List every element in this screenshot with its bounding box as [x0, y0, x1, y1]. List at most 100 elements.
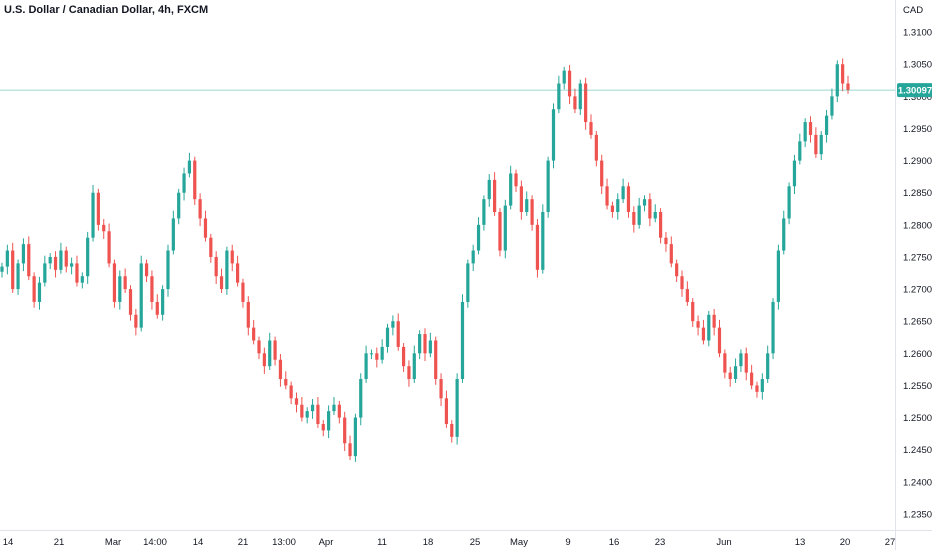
candle-body [798, 141, 802, 161]
candle-body [514, 173, 518, 187]
candle-body [476, 224, 481, 251]
candle-body [278, 359, 283, 380]
candle-body [225, 250, 229, 290]
candle-body [712, 314, 716, 328]
candle-body [32, 276, 36, 302]
candle-body [830, 96, 834, 116]
candle-body [246, 301, 250, 328]
candle-body [412, 353, 416, 380]
y-tick-label: 1.25000 [903, 413, 932, 424]
candle-body [391, 321, 395, 328]
candle-body [300, 404, 304, 418]
candle-body [27, 244, 31, 277]
candle-body [171, 218, 175, 251]
candle-body [610, 205, 615, 212]
candle-body [21, 244, 26, 264]
x-tick-label: 14:00 [143, 537, 167, 548]
candle-body [161, 289, 165, 315]
candle-body [471, 250, 475, 264]
candle-body [530, 199, 534, 225]
x-tick-label: 21 [238, 537, 249, 548]
candle-body [658, 212, 663, 238]
x-tick-label: 25 [470, 537, 481, 548]
candle-body [632, 212, 636, 225]
candle-body [369, 353, 374, 355]
candle-body [177, 192, 181, 219]
candle-body [755, 385, 759, 392]
x-tick-label: 13:00 [272, 537, 296, 548]
candle-body [557, 83, 561, 110]
candle-body [321, 424, 325, 431]
candle-body [294, 398, 299, 405]
candle-body [428, 340, 432, 354]
candle-body [380, 346, 384, 360]
candle-body [86, 237, 90, 277]
chart-title: U.S. Dollar / Canadian Dollar, 4h, FXCM [4, 4, 209, 16]
candle-body [128, 289, 133, 315]
candle-body [771, 301, 775, 354]
x-tick-label: 21 [54, 537, 65, 548]
candle-body [235, 263, 240, 283]
candle-body [337, 404, 341, 418]
candle-body [567, 70, 572, 97]
candle-body [642, 199, 647, 206]
candle-body [241, 282, 245, 302]
y-tick-label: 1.24500 [903, 445, 932, 456]
candle-body [685, 289, 689, 302]
candle-body [787, 186, 791, 219]
candle-body [385, 327, 390, 347]
candle-body [503, 205, 507, 251]
candle-body [198, 199, 202, 219]
y-tick-label: 1.29000 [903, 156, 932, 167]
candle-body [268, 340, 272, 367]
candle-body [487, 179, 491, 200]
candle-body [305, 411, 309, 418]
candle-body [107, 231, 111, 264]
x-tick-label: 11 [377, 537, 387, 548]
y-tick-label: 1.28000 [903, 220, 932, 231]
x-tick-label: Jun [716, 537, 731, 548]
candle-body [262, 353, 266, 367]
candle-body [455, 379, 459, 437]
candle-body [525, 199, 529, 212]
candle-body [16, 263, 20, 290]
candle-body [0, 266, 4, 272]
x-tick-label: 18 [423, 537, 434, 548]
candle-body [792, 160, 797, 187]
candle-body [439, 379, 443, 399]
candle-body [573, 96, 577, 110]
candle-body [118, 276, 122, 302]
candle-body [155, 301, 159, 315]
y-tick-label: 1.30000 [903, 92, 932, 103]
candle-body [332, 404, 336, 412]
candle-body [364, 353, 368, 380]
candle-body [53, 256, 58, 270]
candle-body [717, 327, 722, 354]
candle-body [541, 212, 545, 270]
candle-body [509, 173, 513, 206]
candle-body [273, 340, 277, 360]
last-price-tag [897, 83, 932, 98]
currency-label: CAD [903, 5, 923, 16]
candle-body [675, 263, 679, 277]
candle-body [134, 314, 138, 328]
candle-body [621, 186, 625, 200]
x-tick-label: 14 [3, 537, 14, 548]
x-tick-label: 20 [840, 537, 851, 548]
candle-body [535, 224, 540, 270]
y-tick-label: 1.28500 [903, 188, 932, 199]
candle-body [102, 224, 106, 232]
candle-body [75, 263, 79, 283]
candle-body [353, 417, 357, 457]
y-tick-label: 1.24000 [903, 477, 932, 488]
y-tick-label: 1.29500 [903, 124, 932, 135]
candle-body [444, 398, 449, 424]
candle-body [519, 186, 523, 212]
candle-body [316, 404, 320, 424]
candle-body [841, 64, 845, 84]
candle-body [766, 353, 770, 380]
candle-body [214, 256, 218, 277]
y-tick-label: 1.30500 [903, 60, 932, 71]
candle-body [803, 122, 807, 142]
